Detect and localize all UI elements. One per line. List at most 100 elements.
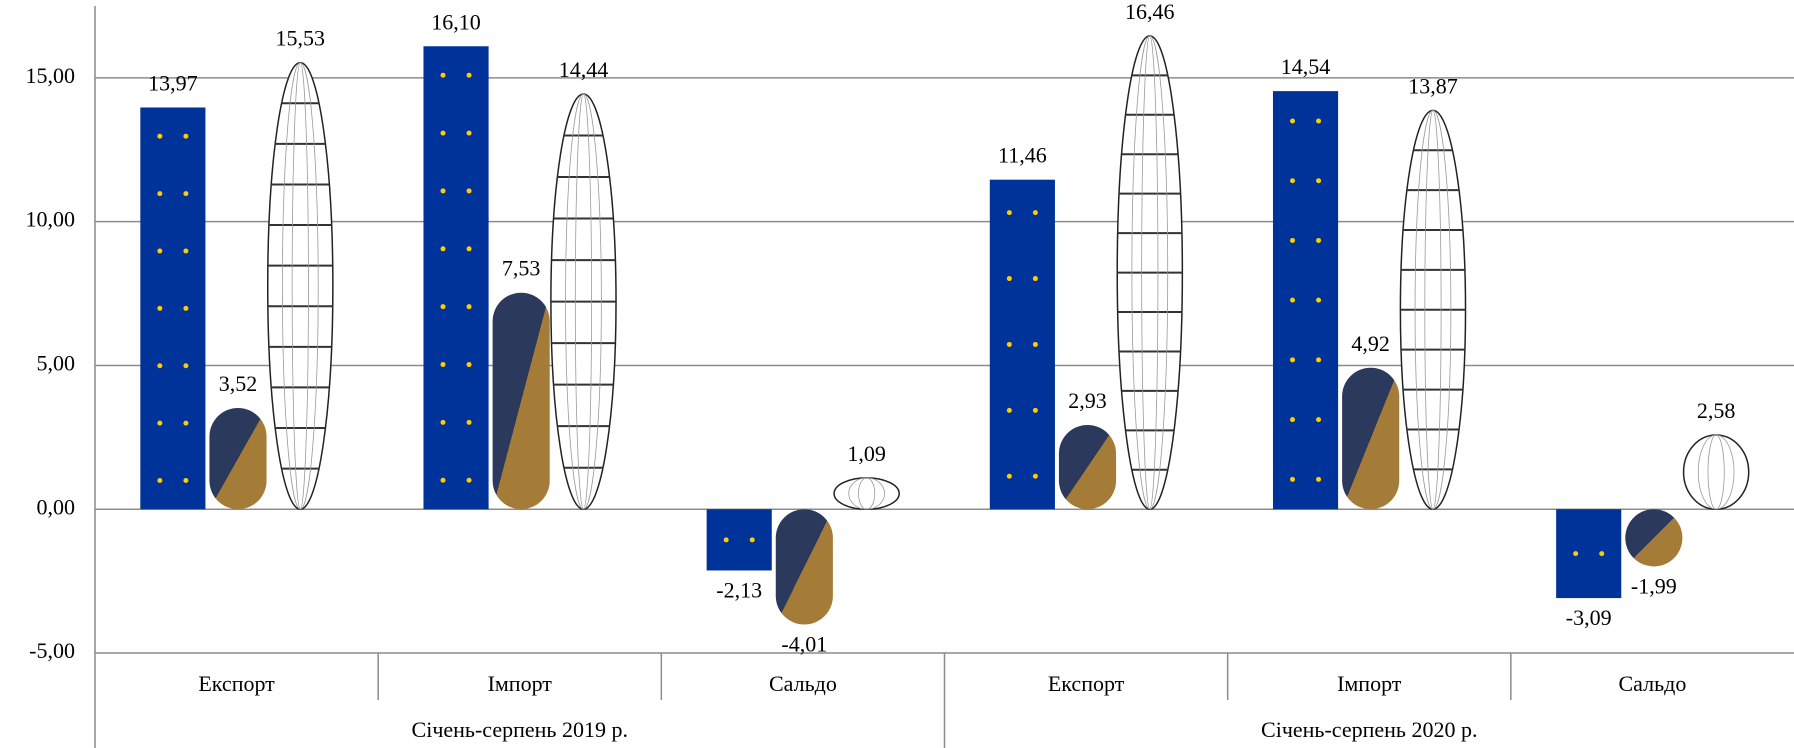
- y-tick-label: 5,00: [37, 350, 76, 375]
- star-decoration: [157, 305, 163, 311]
- x-tick-label: Імпорт: [1337, 671, 1402, 696]
- value-label: 2,93: [1068, 388, 1107, 413]
- star-decoration: [1316, 178, 1322, 184]
- value-label: -2,13: [716, 578, 762, 603]
- star-decoration: [1006, 407, 1012, 413]
- star-decoration: [183, 133, 189, 139]
- globe-decoration: [565, 93, 602, 510]
- bar: [423, 46, 489, 510]
- star-decoration: [1316, 118, 1322, 124]
- y-tick-label: 15,00: [26, 63, 76, 88]
- globe-decoration: [1414, 109, 1452, 510]
- star-decoration: [466, 362, 472, 368]
- bar: [1625, 509, 1683, 567]
- star-decoration: [466, 419, 472, 425]
- value-label: 15,53: [276, 26, 326, 51]
- star-decoration: [466, 477, 472, 483]
- x-tick-label: Імпорт: [488, 671, 553, 696]
- star-decoration: [1032, 341, 1038, 347]
- star-decoration: [440, 188, 446, 194]
- star-decoration: [157, 478, 163, 484]
- star-decoration: [440, 304, 446, 310]
- star-decoration: [183, 248, 189, 254]
- star-decoration: [440, 130, 446, 136]
- star-decoration: [1006, 341, 1012, 347]
- bar: [706, 509, 772, 571]
- star-decoration: [183, 363, 189, 369]
- globe-decoration: [848, 477, 885, 510]
- bar: [1682, 434, 1750, 510]
- value-label: 14,54: [1281, 54, 1331, 79]
- bar: [266, 61, 334, 510]
- x-tick-label: Сальдо: [769, 671, 837, 696]
- bar: [833, 477, 900, 510]
- bar: [1556, 509, 1622, 599]
- star-decoration: [440, 362, 446, 368]
- star-decoration: [723, 537, 729, 543]
- group-label: Січень-серпень 2019 р.: [412, 717, 628, 742]
- star-decoration: [466, 246, 472, 252]
- star-decoration: [1316, 357, 1322, 363]
- star-decoration: [183, 305, 189, 311]
- bar: [775, 509, 833, 625]
- value-label: -4,01: [781, 632, 827, 657]
- value-label: 7,53: [502, 256, 541, 281]
- star-decoration: [466, 304, 472, 310]
- value-label: 2,58: [1697, 398, 1736, 423]
- value-label: 1,09: [847, 441, 886, 466]
- star-decoration: [1290, 476, 1296, 482]
- star-decoration: [1006, 276, 1012, 282]
- bar: [1058, 424, 1117, 510]
- x-tick-label: Експорт: [198, 671, 275, 696]
- value-label: 14,44: [559, 57, 609, 82]
- globe-decoration: [281, 62, 319, 510]
- group-label: Січень-серпень 2020 р.: [1261, 717, 1477, 742]
- star-decoration: [1290, 357, 1296, 363]
- star-decoration: [1032, 473, 1038, 479]
- value-label: 16,10: [431, 9, 481, 34]
- value-label: 13,97: [148, 71, 198, 96]
- x-tick-label: Експорт: [1048, 671, 1125, 696]
- star-decoration: [440, 72, 446, 78]
- star-decoration: [183, 420, 189, 426]
- star-decoration: [749, 537, 755, 543]
- star-decoration: [440, 477, 446, 483]
- star-decoration: [1290, 118, 1296, 124]
- bar: [1272, 91, 1339, 510]
- star-decoration: [466, 188, 472, 194]
- star-decoration: [1316, 476, 1322, 482]
- bar: [492, 292, 550, 510]
- value-label: -3,09: [1566, 605, 1612, 630]
- y-tick-label: -5,00: [29, 638, 75, 663]
- star-decoration: [1316, 297, 1322, 303]
- bar: [989, 179, 1055, 510]
- x-tick-label: Сальдо: [1618, 671, 1686, 696]
- y-tick-label: 10,00: [26, 207, 76, 232]
- star-decoration: [157, 133, 163, 139]
- star-decoration: [1290, 178, 1296, 184]
- globe-decoration: [1697, 434, 1735, 510]
- value-label: 13,87: [1408, 73, 1458, 98]
- value-label: -1,99: [1631, 573, 1677, 598]
- y-tick-label: 0,00: [37, 494, 76, 519]
- star-decoration: [157, 420, 163, 426]
- value-label: 4,92: [1351, 331, 1390, 356]
- globe-decoration: [1131, 35, 1169, 510]
- star-decoration: [157, 363, 163, 369]
- star-decoration: [1316, 417, 1322, 423]
- star-decoration: [1316, 237, 1322, 243]
- bar: [1342, 367, 1400, 510]
- star-decoration: [1573, 551, 1579, 557]
- star-decoration: [1599, 551, 1605, 557]
- star-decoration: [440, 419, 446, 425]
- star-decoration: [1290, 417, 1296, 423]
- star-decoration: [1032, 276, 1038, 282]
- star-decoration: [157, 191, 163, 197]
- star-decoration: [440, 246, 446, 252]
- star-decoration: [157, 248, 163, 254]
- value-label: 3,52: [219, 371, 258, 396]
- bar: [209, 408, 267, 510]
- value-label: 16,46: [1125, 0, 1175, 24]
- star-decoration: [183, 191, 189, 197]
